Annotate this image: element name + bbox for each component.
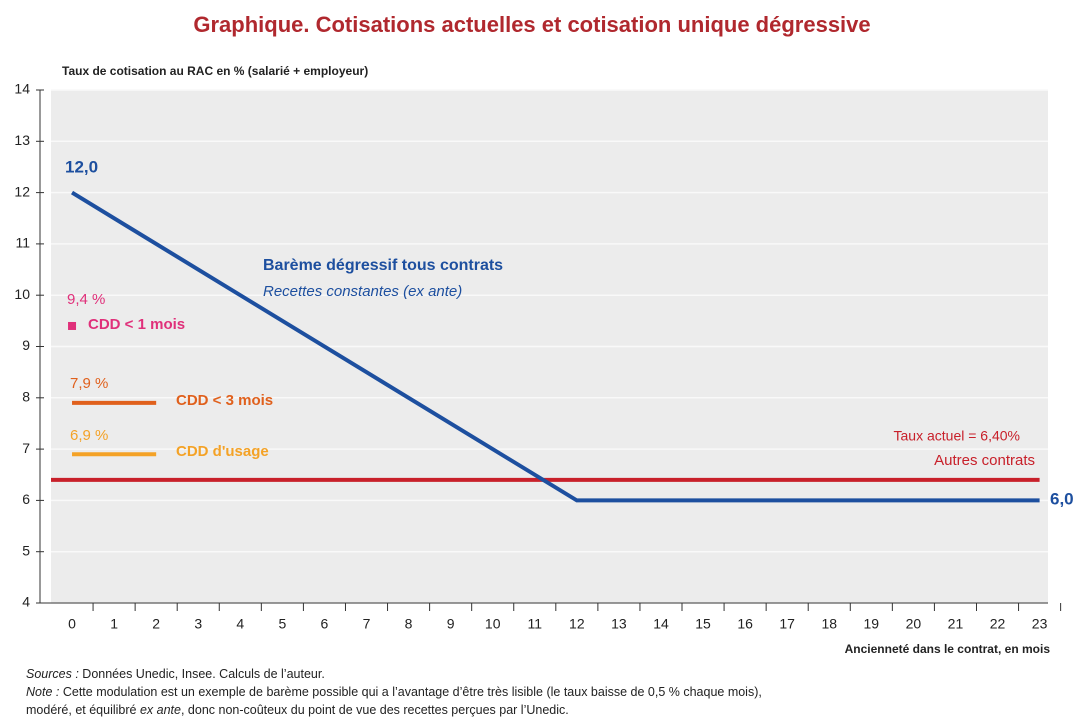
x-tick-label: 7 — [363, 616, 371, 632]
point — [68, 321, 77, 330]
series-label: CDD < 1 mois — [88, 316, 185, 333]
sources-text: Données Unedic, Insee. Calculs de l’aute… — [82, 667, 325, 681]
y-tick-label: 6 — [22, 491, 30, 507]
sources: Sources : Données Unedic, Insee. Calculs… — [26, 667, 325, 681]
series-label: CDD d'usage — [176, 443, 269, 460]
y-tick-label: 11 — [15, 235, 30, 251]
note-text: modéré, et équilibré — [26, 703, 137, 717]
y-tick-label: 7 — [22, 440, 30, 456]
note-label: Note : — [26, 685, 59, 699]
x-tick-label: 20 — [906, 616, 922, 632]
x-tick-label: 10 — [485, 616, 501, 632]
y-tick-label: 8 — [22, 389, 30, 405]
series-label: Autres contrats — [934, 452, 1035, 469]
x-tick-label: 22 — [990, 616, 1006, 632]
x-tick-label: 17 — [779, 616, 795, 632]
x-tick-label: 11 — [528, 616, 543, 632]
x-tick-label: 14 — [653, 616, 669, 632]
series-label: Barème dégressif tous contrats — [263, 257, 503, 274]
x-tick-label: 1 — [110, 616, 118, 632]
plot — [51, 89, 1048, 604]
data-label: 9,4 % — [67, 291, 105, 308]
x-axis-title: Ancienneté dans le contrat, en mois — [845, 642, 1051, 656]
x-tick-label: 13 — [611, 616, 627, 632]
data-label: 12,0 — [65, 157, 98, 176]
x-tick-label: 21 — [948, 616, 964, 632]
x-tick-label: 9 — [447, 616, 455, 632]
x-tick-label: 0 — [68, 616, 76, 632]
y-tick-label: 14 — [14, 81, 30, 97]
data-label: 6,0 — [1050, 489, 1074, 508]
x-tick-label: 4 — [236, 616, 244, 632]
data-label: 7,9 % — [70, 375, 108, 392]
y-tick-label: 4 — [22, 594, 30, 610]
x-tick-label: 6 — [321, 616, 329, 632]
x-tick-label: 23 — [1032, 616, 1048, 632]
chart-title: Graphique. Cotisations actuelles et coti… — [193, 12, 870, 37]
x-tick-label: 2 — [152, 616, 160, 632]
x-tick-label: 15 — [695, 616, 711, 632]
sources-label: Sources : — [26, 667, 79, 681]
note-text: Cette modulation est un exemple de barèm… — [63, 685, 762, 699]
x-tick-label: 19 — [864, 616, 880, 632]
annotation: Taux actuel = 6,40% — [894, 428, 1020, 444]
x-tick-label: 18 — [821, 616, 837, 632]
y-tick-label: 10 — [14, 286, 30, 302]
y-tick-label: 9 — [22, 337, 30, 353]
note-text: ex ante — [140, 703, 181, 717]
y-tick-label: 13 — [14, 132, 30, 148]
x-tick-label: 16 — [737, 616, 753, 632]
x-tick-label: 12 — [569, 616, 585, 632]
series-label: CDD < 3 mois — [176, 392, 273, 409]
note-text: , donc non-coûteux du point de vue des r… — [181, 703, 569, 717]
y-tick-label: 12 — [14, 183, 30, 199]
data-label: 6,9 % — [70, 427, 108, 444]
series-subtitle: Recettes constantes (ex ante) — [263, 283, 462, 300]
note: modéré, et équilibré ex ante, donc non-c… — [26, 703, 569, 717]
y-axis-title: Taux de cotisation au RAC en % (salarié … — [62, 64, 368, 78]
y-tick-label: 5 — [22, 542, 30, 558]
x-tick-label: 8 — [405, 616, 413, 632]
note: Note : Cette modulation est un exemple d… — [26, 685, 762, 699]
x-tick-label: 3 — [194, 616, 202, 632]
line — [70, 190, 1040, 503]
x-tick-label: 5 — [278, 616, 286, 632]
